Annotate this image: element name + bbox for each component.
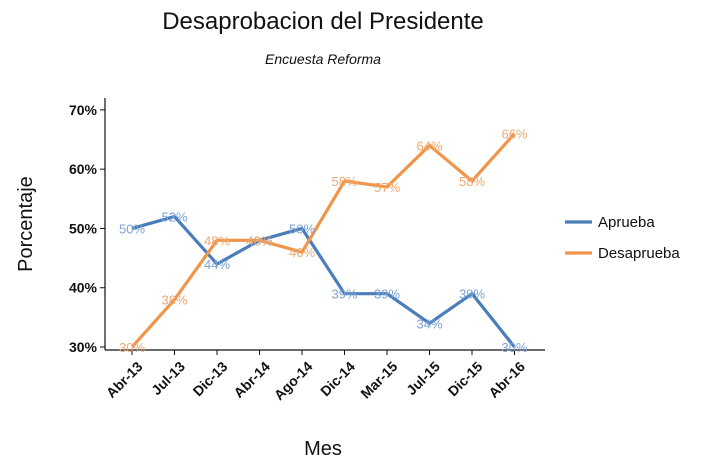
x-tick-label: Ago-14 <box>271 358 316 403</box>
data-label-desaprueba: 38% <box>161 293 187 308</box>
x-tick-label: Dic-14 <box>317 358 358 399</box>
legend-label: Desaprueba <box>598 245 680 262</box>
data-label-aprueba: 30% <box>501 340 527 355</box>
y-tick-label: 60% <box>69 161 98 177</box>
x-tick-label: Dic-15 <box>445 358 486 399</box>
y-tick-label: 50% <box>69 220 98 236</box>
data-label-aprueba: 44% <box>204 257 230 272</box>
x-tick-label: Abr-13 <box>103 358 146 401</box>
data-label-aprueba: 39% <box>374 287 400 302</box>
data-label-desaprueba: 48% <box>246 233 272 248</box>
x-tick-label: Abr-16 <box>485 358 528 401</box>
series-line-desaprueba <box>130 132 516 349</box>
y-axis-title: Porcentaje <box>15 176 37 272</box>
data-label-aprueba: 52% <box>161 210 187 225</box>
series-line-aprueba <box>131 214 516 349</box>
data-label-aprueba: 39% <box>331 287 357 302</box>
chart-title: Desaprobacion del Presidente <box>162 8 484 35</box>
x-tick-label: Jul-15 <box>403 358 443 398</box>
data-label-desaprueba: 58% <box>459 174 485 189</box>
data-label-desaprueba: 57% <box>374 180 400 195</box>
data-label-desaprueba: 48% <box>204 233 230 248</box>
legend-label: Aprueba <box>598 214 655 231</box>
data-label-aprueba: 50% <box>119 221 145 236</box>
y-tick-label: 40% <box>69 280 98 296</box>
data-label-desaprueba: 46% <box>289 245 315 260</box>
x-tick-label: Abr-14 <box>230 358 273 401</box>
y-tick-label: 30% <box>69 339 98 355</box>
data-label-aprueba: 48% <box>246 233 272 248</box>
data-label-aprueba: 39% <box>459 287 485 302</box>
data-label-aprueba: 34% <box>416 316 442 331</box>
legend: Aprueba Desaprueba <box>565 214 680 262</box>
data-label-desaprueba: 58% <box>331 174 357 189</box>
chart-subtitle: Encuesta Reforma <box>265 51 381 67</box>
data-label-desaprueba: 30% <box>119 340 145 355</box>
data-label-desaprueba: 66% <box>501 127 527 142</box>
y-tick-label: 70% <box>69 102 98 118</box>
data-label-aprueba: 50% <box>289 221 315 236</box>
x-axis-title: Mes <box>304 438 342 460</box>
data-labels: 50% 52% 44% 48% 50% 39% 39% 34% 39% 30% 30% 38% 48% 4… <box>119 127 528 355</box>
x-tick-label: Dic-13 <box>190 358 231 399</box>
x-tick-label: Mar-15 <box>357 358 400 401</box>
data-label-desaprueba: 64% <box>416 138 442 153</box>
x-tick-label: Jul-13 <box>148 358 188 398</box>
series-layer <box>130 132 516 349</box>
